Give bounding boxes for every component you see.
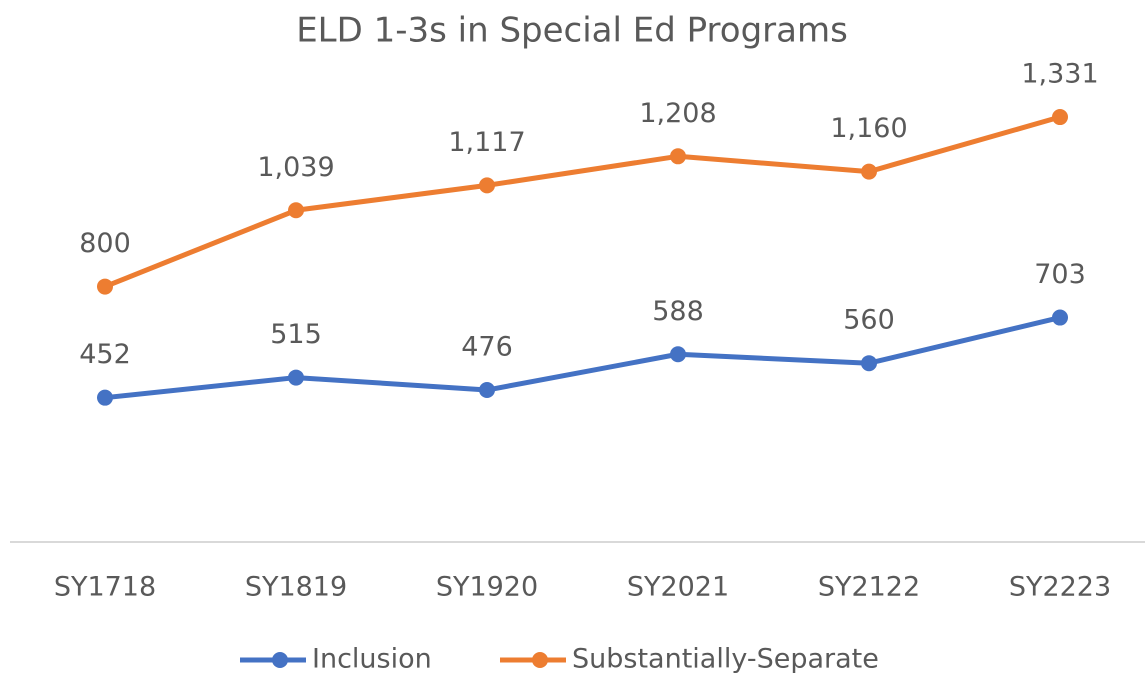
data-label: 703 [1034,259,1086,290]
chart-title: ELD 1-3s in Special Ed Programs [296,11,848,51]
data-label: 515 [270,319,322,350]
x-tick-label: SY1718 [54,572,156,603]
legend-label: Inclusion [312,644,432,675]
data-label: 1,039 [257,152,334,183]
data-label: 560 [843,305,895,336]
marker [670,346,686,363]
data-label: 452 [79,339,131,370]
marker [1052,109,1068,126]
marker [479,177,495,194]
marker [670,148,686,165]
x-tick-label: SY2122 [818,572,920,603]
marker [1052,309,1068,326]
x-tick-label: SY2223 [1009,572,1111,603]
marker [861,355,877,372]
data-label: 1,208 [639,98,716,129]
series-line [104,114,1061,289]
data-label: 588 [652,296,704,327]
data-label: 1,331 [1021,59,1098,90]
x-tick-label: SY1819 [245,572,347,603]
series-line [104,315,1061,401]
x-tick-label: SY1920 [436,572,538,603]
data-label: 476 [461,332,513,363]
marker [288,369,304,386]
legend-label: Substantially-Separate [572,644,879,675]
x-tick-label: SY2021 [627,572,729,603]
marker [861,163,877,180]
marker [288,202,304,219]
data-label: 800 [79,228,131,259]
legend-swatch-marker [532,652,548,668]
marker [97,389,113,406]
data-label: 1,160 [830,113,907,144]
marker [479,382,495,399]
marker [97,278,113,295]
legend-swatch-marker [272,652,288,668]
data-label: 1,117 [448,127,525,158]
